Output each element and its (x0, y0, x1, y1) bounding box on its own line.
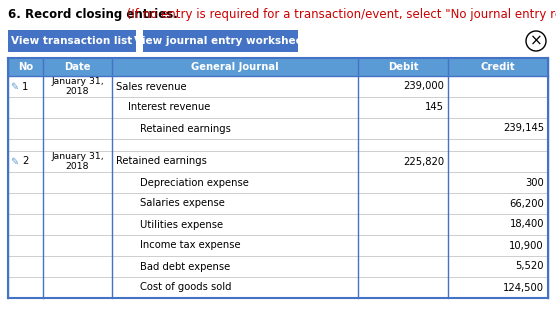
Text: 225,820: 225,820 (403, 157, 444, 166)
Text: Retained earnings: Retained earnings (140, 124, 231, 134)
Circle shape (526, 31, 546, 51)
Text: Date: Date (64, 62, 91, 72)
Text: No: No (18, 62, 33, 72)
Text: Sales revenue: Sales revenue (116, 82, 187, 92)
Text: 6. Record closing entries.: 6. Record closing entries. (8, 8, 178, 21)
Bar (8, 193, 548, 214)
Text: 145: 145 (425, 103, 444, 113)
Text: Bad debt expense: Bad debt expense (140, 261, 230, 271)
Text: ✎: ✎ (10, 157, 18, 166)
Text: View journal entry worksheet: View journal entry worksheet (133, 36, 307, 46)
Bar (8, 118, 548, 139)
Text: 300: 300 (525, 177, 544, 187)
Text: Credit: Credit (481, 62, 515, 72)
Text: Income tax expense: Income tax expense (140, 240, 241, 250)
Text: Depreciation expense: Depreciation expense (140, 177, 249, 187)
Bar (8, 214, 548, 235)
Bar (8, 172, 548, 193)
Bar (8, 256, 548, 277)
Text: Retained earnings: Retained earnings (116, 157, 207, 166)
Text: 5,520: 5,520 (515, 261, 544, 271)
Bar (8, 277, 548, 298)
Text: Cost of goods sold: Cost of goods sold (140, 282, 231, 292)
FancyBboxPatch shape (8, 30, 136, 52)
Text: 1: 1 (22, 82, 29, 92)
Text: January 31,
2018: January 31, 2018 (51, 152, 104, 171)
Text: Utilities expense: Utilities expense (140, 219, 223, 229)
Text: (If no entry is required for a transaction/event, select "No journal entry requ: (If no entry is required for a transacti… (123, 8, 556, 21)
Text: 10,900: 10,900 (509, 240, 544, 250)
Bar (8, 76, 548, 97)
Text: January 31,
2018: January 31, 2018 (51, 77, 104, 96)
Bar (8, 151, 548, 172)
Bar (8, 139, 548, 151)
Bar (8, 235, 548, 256)
Text: ✎: ✎ (10, 82, 18, 92)
Text: 2: 2 (22, 157, 29, 166)
Text: 239,000: 239,000 (403, 82, 444, 92)
Text: 239,145: 239,145 (503, 124, 544, 134)
Text: 18,400: 18,400 (509, 219, 544, 229)
Text: Salaries expense: Salaries expense (140, 198, 225, 208)
Text: View transaction list: View transaction list (11, 36, 133, 46)
Text: 66,200: 66,200 (509, 198, 544, 208)
Text: 124,500: 124,500 (503, 282, 544, 292)
FancyBboxPatch shape (143, 30, 298, 52)
Bar (8, 58, 548, 76)
Text: ×: × (530, 34, 542, 49)
Text: Debit: Debit (388, 62, 418, 72)
Bar (8, 97, 548, 118)
Text: Interest revenue: Interest revenue (128, 103, 210, 113)
Text: General Journal: General Journal (191, 62, 279, 72)
